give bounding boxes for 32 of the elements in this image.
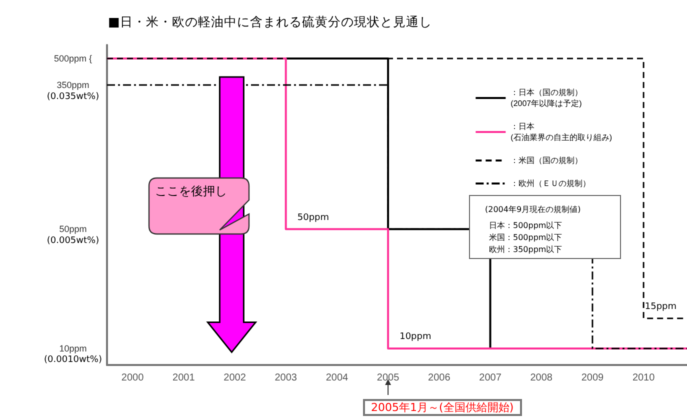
- legend-label: ：欧州（ＥＵの規制）: [510, 179, 591, 188]
- x-tick-label: 2006: [428, 372, 451, 384]
- y-tick-label: 350ppm: [56, 80, 90, 90]
- legend-label: ：日本（国の規制） (2007年以降は予定): [510, 88, 583, 108]
- x-tick-label: 2008: [530, 372, 553, 384]
- text: (0.005wt%): [46, 235, 100, 248]
- x-tick-label: 2000: [121, 372, 144, 384]
- x-tick-label: 2001: [172, 372, 196, 384]
- text: (0.035wt%): [46, 90, 100, 104]
- x-tick-label: 2003: [274, 372, 298, 384]
- y-tick-label: 10ppm: [59, 343, 87, 354]
- text: 2005年1月～(全国供給開始): [363, 399, 522, 416]
- legend-label: ：米国（国の規制）: [510, 156, 583, 165]
- annotation: 50ppm: [297, 212, 330, 226]
- x-tick-label: 2009: [581, 372, 604, 384]
- annotation: ここを後押し: [155, 184, 227, 199]
- x-tick-label: 2004: [326, 372, 349, 384]
- annotation: 米国：500ppm以下: [489, 232, 562, 244]
- x-tick-label: 2002: [224, 372, 246, 384]
- annotation: 10ppm: [400, 331, 432, 344]
- y-tick-label: 500ppm {: [54, 54, 92, 64]
- annotation: 15ppm: [644, 301, 677, 314]
- x-tick-label: 2010: [632, 372, 656, 384]
- annotation: 日本：500ppm以下: [489, 220, 562, 232]
- text: (0.0010wt%): [43, 354, 103, 368]
- legend-label: ：日本 (石油業界の自主的取り組み): [510, 122, 612, 142]
- chart-title: ■日・米・欧の軽油中に含まれる硫黄分の現状と見通し: [108, 14, 432, 29]
- annotation: (2004年9月現在の規制値): [485, 204, 581, 216]
- x-tick-label: 2007: [479, 372, 502, 384]
- annotation: 欧州：350ppm以下: [489, 244, 562, 256]
- x-tick-label: 2005: [376, 372, 400, 384]
- y-tick-label: 50ppm: [59, 224, 87, 234]
